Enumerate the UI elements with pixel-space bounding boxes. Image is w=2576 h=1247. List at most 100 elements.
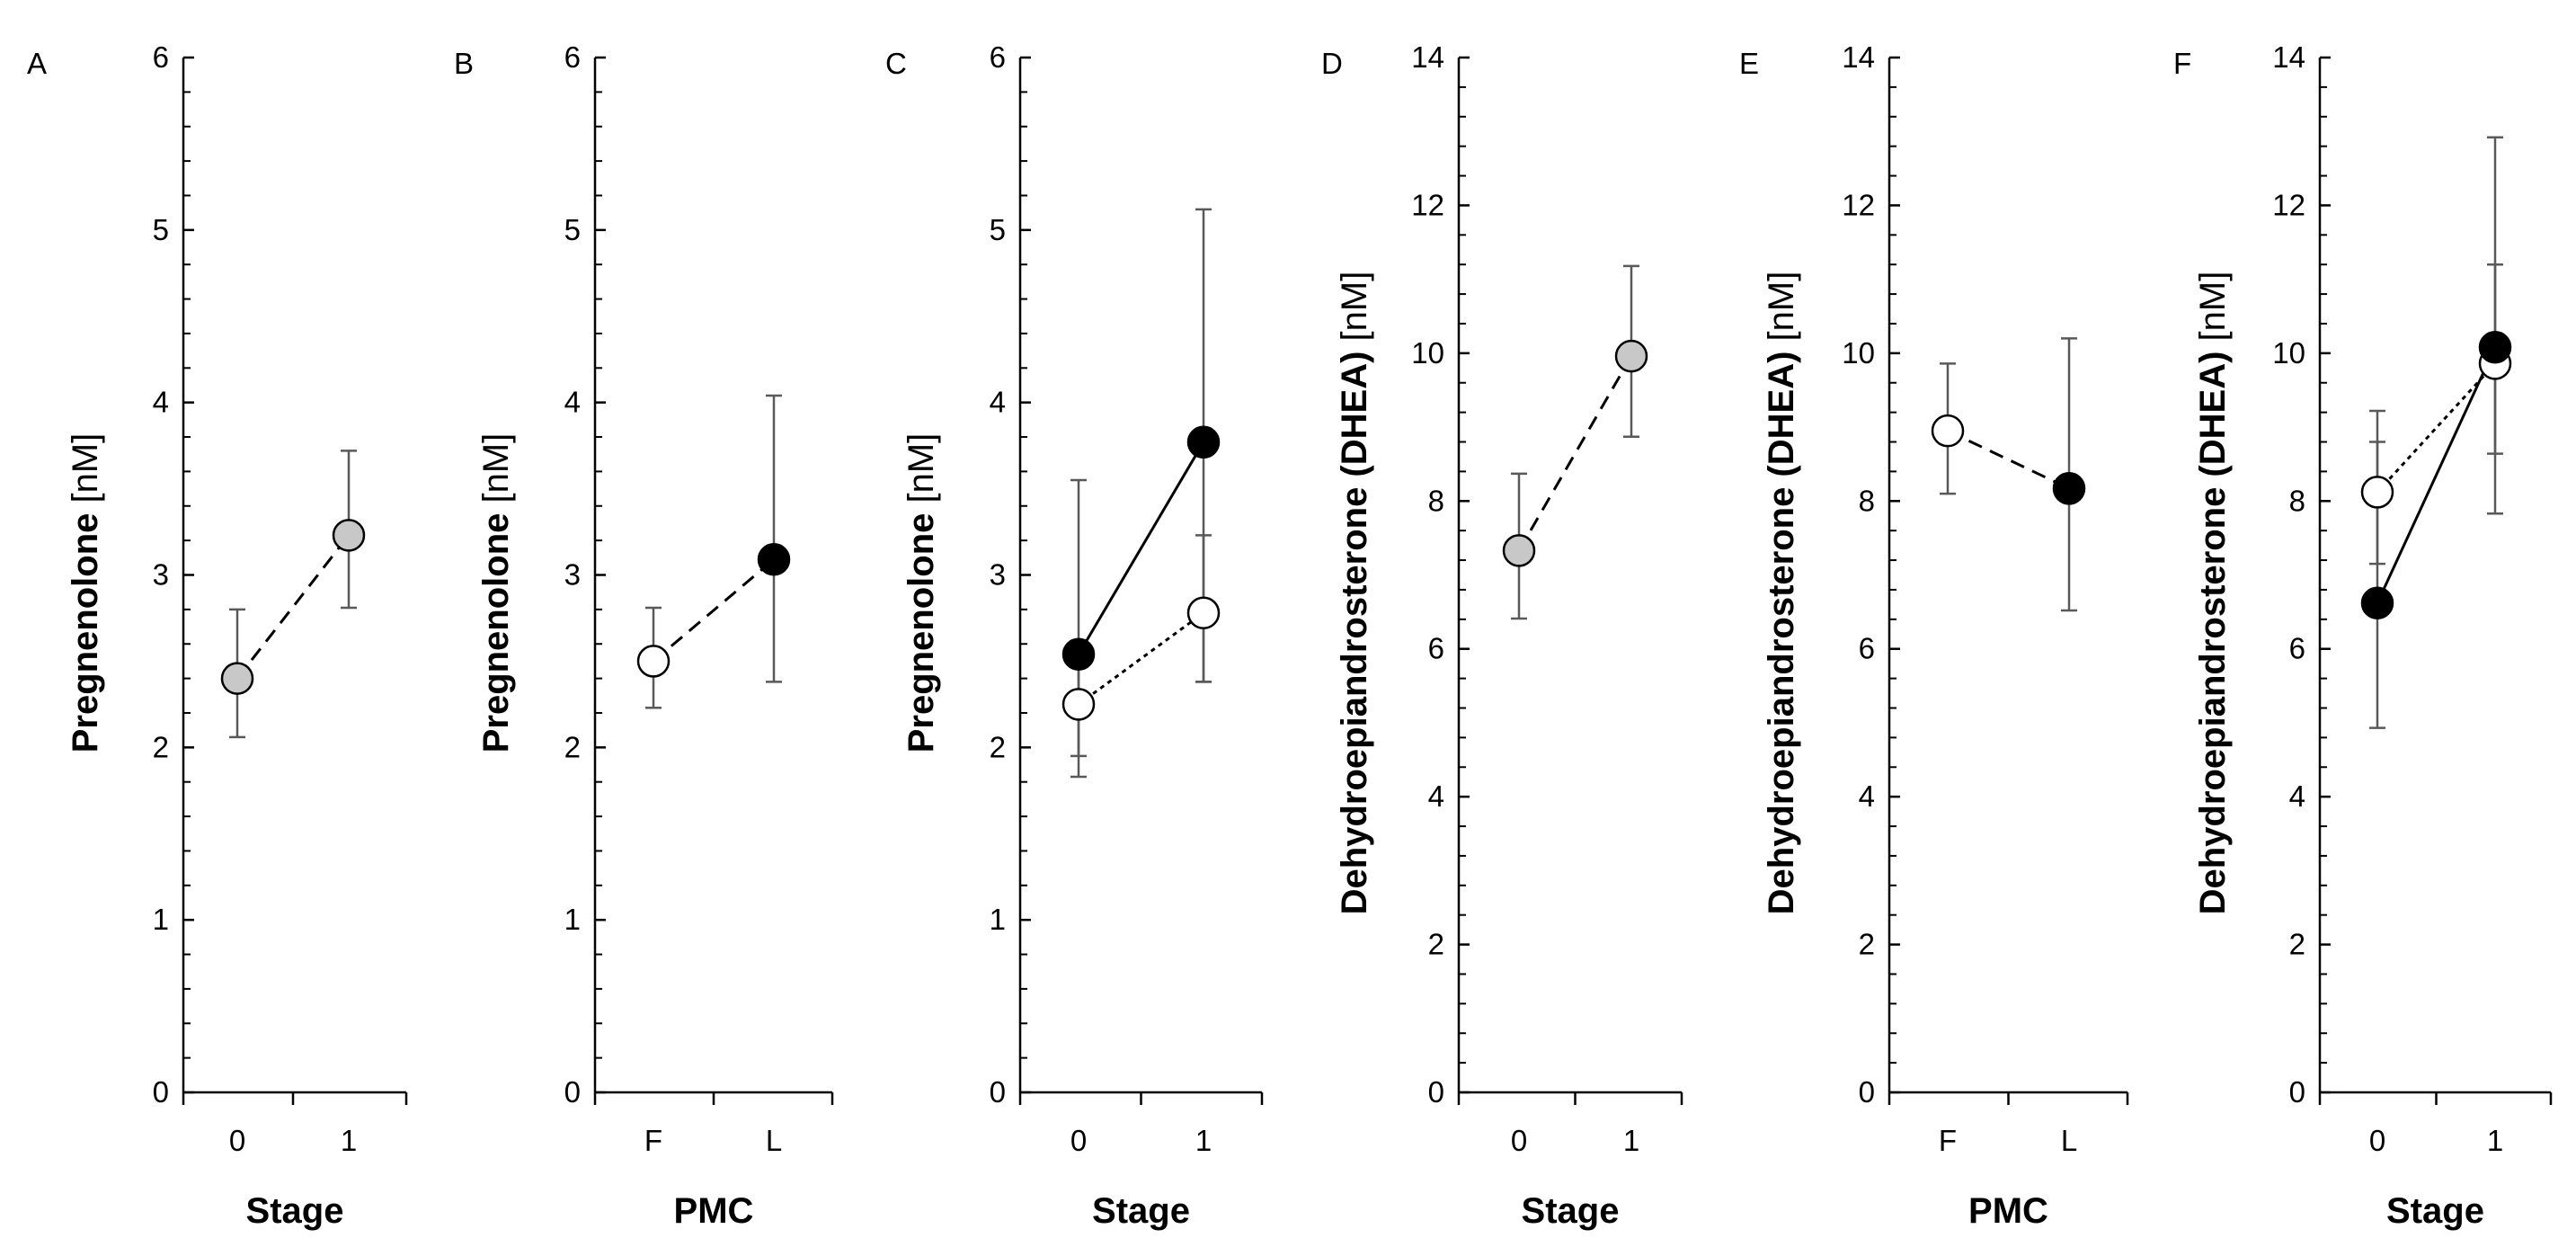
y-tick-label: 0 [564, 1075, 581, 1109]
y-axis-title-unit: [nM] [902, 433, 941, 513]
y-tick-label: 8 [1859, 484, 1875, 517]
data-point [1502, 534, 1536, 567]
y-tick-label: 10 [1842, 336, 1875, 370]
y-tick-label: 3 [153, 558, 169, 592]
y-axis-title-name: Pregnenolone [476, 513, 516, 753]
y-axis-title-unit: [nM] [2193, 272, 2233, 352]
y-tick-label: 2 [1859, 928, 1875, 961]
y-tick-label: 0 [1859, 1075, 1875, 1109]
y-axis-title-name: Pregnenolone [902, 513, 941, 753]
x-tick-label: 0 [1511, 1124, 1527, 1157]
y-tick-label: 6 [564, 40, 581, 74]
panel-letter: D [1321, 47, 1343, 80]
y-tick-label: 0 [2289, 1075, 2305, 1109]
y-tick-label: 2 [2289, 928, 2305, 961]
x-tick-label: L [2061, 1124, 2077, 1157]
y-tick-label: 2 [990, 730, 1006, 763]
data-point [2052, 472, 2086, 505]
y-tick-label: 14 [1842, 40, 1875, 74]
data-point [1931, 414, 1965, 448]
data-point [1061, 688, 1096, 721]
data-point [1186, 596, 1221, 629]
x-tick-label: 0 [229, 1124, 245, 1157]
y-tick-label: 8 [1428, 484, 1444, 517]
y-axis-title: Pregnenolone [nM] [902, 433, 941, 753]
y-axis-title: Dehydroepiandrosterone (DHEA) [nM] [1762, 272, 1801, 915]
y-tick-label: 4 [1859, 779, 1875, 813]
y-tick-label: 12 [1842, 188, 1875, 221]
panel-letter: B [454, 47, 474, 80]
y-tick-label: 2 [1428, 928, 1444, 961]
chart-panel-d: D 0 2 4 6 8 10 12 14 0 1 Stage Dehydroepiandrosteron… [1321, 40, 1683, 1231]
y-tick-label: 6 [153, 40, 169, 74]
y-axis-title-unit: [nM] [66, 433, 105, 513]
chart-panel-f: F 0 2 4 6 8 10 12 14 0 1 Stage Dehydroepiandrosteron… [2173, 40, 2553, 1231]
y-tick-label: 0 [153, 1075, 169, 1109]
x-tick-label: F [644, 1124, 662, 1157]
y-tick-label: 4 [2289, 779, 2305, 813]
y-tick-label: 3 [564, 558, 581, 592]
x-axis-title: Stage [2386, 1191, 2484, 1231]
y-axis-title: Pregnenolone [nM] [66, 433, 105, 753]
data-point [2360, 476, 2394, 509]
y-axis-title-unit: [nM] [476, 433, 516, 513]
y-tick-label: 4 [1428, 779, 1444, 813]
series-line-all [1517, 355, 1633, 552]
panel-letter: C [885, 47, 907, 80]
y-tick-label: 10 [2272, 336, 2305, 370]
series-line-f [2376, 362, 2497, 494]
chart-panel-e: E 0 2 4 6 8 10 12 14 F L PMC Dehydroepiandrosterone … [1739, 40, 2129, 1231]
data-point [332, 519, 366, 552]
y-tick-label: 12 [2272, 188, 2305, 221]
series-connector-line [653, 558, 775, 663]
y-tick-label: 4 [990, 386, 1006, 419]
y-axis-title-name: Pregnenolone [66, 513, 105, 753]
y-tick-label: 2 [564, 730, 581, 763]
y-tick-label: 5 [564, 213, 581, 246]
y-tick-label: 6 [2289, 632, 2305, 665]
y-tick-label: 0 [1428, 1075, 1444, 1109]
y-axis-title-name: Dehydroepiandrosterone (DHEA) [2193, 352, 2233, 915]
series-line-l [2376, 346, 2497, 604]
x-axis-title: Stage [1522, 1191, 1620, 1231]
y-tick-label: 1 [153, 903, 169, 936]
data-point [1614, 339, 1648, 373]
panel-letter: A [27, 47, 47, 80]
y-tick-label: 6 [1428, 632, 1444, 665]
data-point [757, 542, 791, 576]
y-tick-label: 14 [1411, 40, 1444, 74]
x-tick-label: 1 [1623, 1124, 1639, 1157]
y-tick-label: 1 [564, 903, 581, 936]
y-axis-title-name: Dehydroepiandrosterone (DHEA) [1762, 352, 1801, 915]
y-tick-label: 10 [1411, 336, 1444, 370]
y-tick-label: 5 [990, 213, 1006, 246]
data-point [2478, 331, 2512, 364]
x-tick-label: F [1939, 1124, 1957, 1157]
y-axis-title: Dehydroepiandrosterone (DHEA) [nM] [2193, 272, 2233, 915]
x-axis-title: Stage [1092, 1191, 1190, 1231]
y-axis-title-unit: [nM] [1335, 272, 1374, 352]
y-tick-label: 3 [990, 558, 1006, 592]
series-line-f [1078, 611, 1204, 706]
x-tick-label: 0 [1070, 1124, 1087, 1157]
x-tick-label: 1 [1195, 1124, 1212, 1157]
y-tick-label: 6 [990, 40, 1006, 74]
y-tick-label: 6 [1859, 632, 1875, 665]
y-tick-label: 4 [153, 386, 169, 419]
data-point [636, 645, 671, 678]
y-tick-label: 4 [564, 386, 581, 419]
series-line-all [235, 534, 351, 680]
y-axis-title: Pregnenolone [nM] [476, 433, 516, 753]
y-tick-label: 0 [990, 1075, 1006, 1109]
data-point [1061, 637, 1096, 671]
y-tick-label: 8 [2289, 484, 2305, 517]
x-axis-title: PMC [1968, 1191, 2048, 1231]
series-connector-line [1947, 429, 2070, 490]
chart-panel-a: A 0 1 2 3 4 5 6 0 1 Stage Pregnenolone [nM] [27, 40, 408, 1231]
x-axis-title: Stage [246, 1191, 344, 1231]
chart-panel-b: B 0 1 2 3 4 5 6 F L PMC Pregnenolone [nM] [454, 40, 834, 1231]
y-axis-title-name: Dehydroepiandrosterone (DHEA) [1335, 352, 1374, 915]
x-tick-label: L [766, 1124, 782, 1157]
chart-panel-c: C 0 1 2 3 4 5 6 0 1 Stage Pregnenolone [nM] [885, 40, 1264, 1231]
